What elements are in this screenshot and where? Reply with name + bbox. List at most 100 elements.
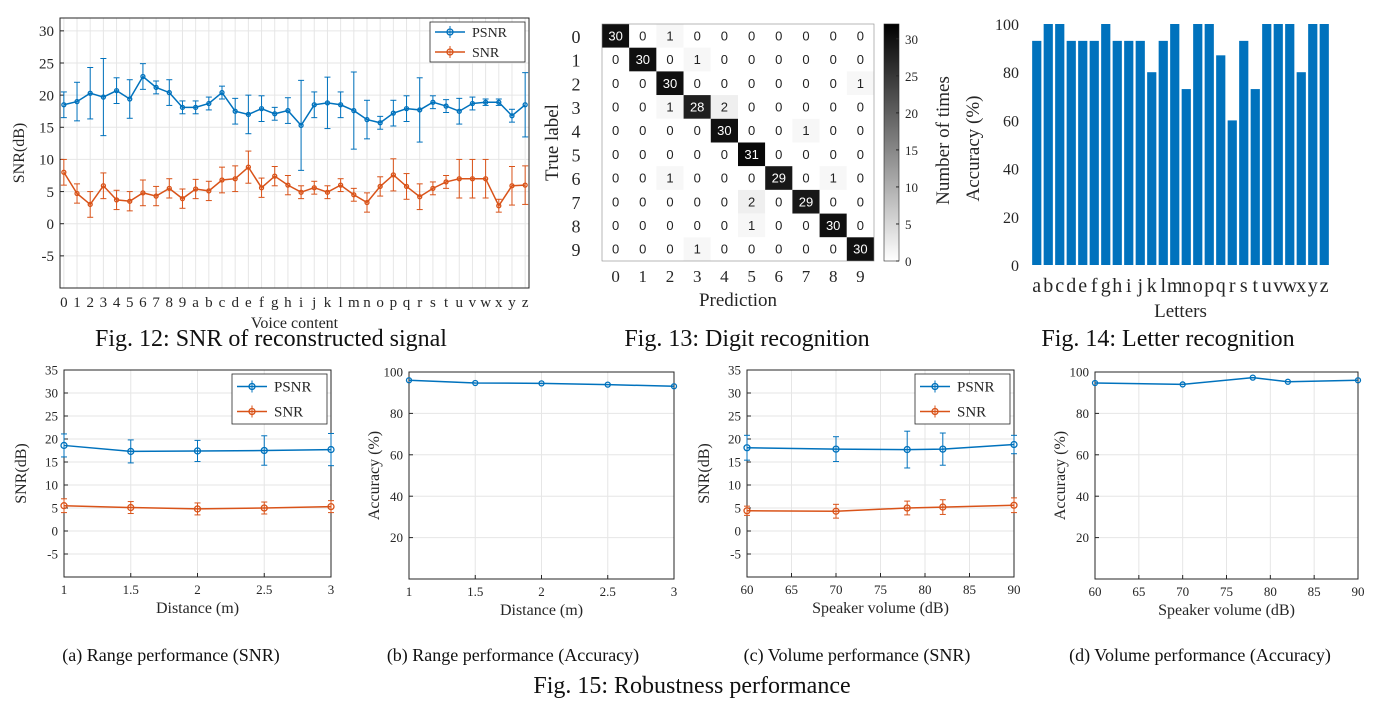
fig14-bar	[1147, 72, 1157, 265]
fig13-cell-value: 0	[748, 99, 755, 114]
fig15c-data-point	[743, 507, 751, 515]
fig13-cell	[792, 71, 820, 96]
fig12-legend-marker	[446, 48, 454, 56]
fig15d-data-point	[1354, 377, 1362, 384]
fig14-ytick-label: 20	[1003, 210, 1019, 227]
fig14-ytick-label: 100	[995, 17, 1019, 34]
fig12-data-point	[403, 183, 410, 190]
fig14-bar	[1319, 24, 1329, 265]
fig15c-ytick-label: 25	[728, 409, 741, 424]
fig12-data-point	[364, 116, 370, 123]
fig13-cell	[738, 237, 766, 261]
fig13-cell-value: 0	[666, 123, 673, 138]
fig12-xtick-label: 2	[86, 295, 94, 311]
fig15c-legend-box	[914, 373, 1011, 425]
fig13-cell	[765, 166, 793, 190]
fig14-bar	[1101, 24, 1111, 265]
fig12-xtick-label: l	[339, 295, 343, 311]
fig12-ytick-label: 15	[39, 121, 54, 137]
fig12-xtick-label: 3	[100, 295, 108, 311]
fig12-data-point	[351, 107, 357, 114]
fig13-cell	[710, 189, 738, 214]
fig13-cell-value: 0	[830, 99, 837, 114]
fig12-ytick-label: 10	[39, 153, 54, 169]
fig15b-ytick-label: 100	[384, 365, 404, 380]
fig13-cell	[683, 166, 711, 190]
fig12-xtick-label: 9	[179, 295, 187, 311]
fig13-cell-value: 0	[857, 171, 864, 186]
fig15b-xtick-label: 1	[406, 584, 413, 599]
fig13-cell-value: 0	[857, 28, 864, 43]
fig13-ytick-label: 0	[572, 27, 581, 47]
fig13-cell-value: 30	[826, 218, 840, 233]
fig13-cell-value: 0	[639, 218, 646, 233]
fig15d-xtick-label: 65	[1132, 584, 1145, 599]
fig12-xtick-label: u	[456, 295, 464, 311]
fig13-ylabel: True label	[542, 104, 563, 181]
fig13-cell	[819, 189, 847, 214]
fig15a-data-point	[60, 502, 68, 510]
fig14-bar	[1135, 40, 1145, 266]
fig13-colorbar-tick-label: 15	[905, 143, 918, 158]
fig14-bar	[1262, 24, 1272, 265]
fig13-cell-value: 0	[775, 194, 782, 209]
fig12-data-point	[219, 89, 225, 96]
fig12-data-point	[456, 176, 462, 182]
fig15a-ytick-label: 5	[52, 501, 59, 516]
fig15c-data-point	[832, 507, 840, 515]
fig12-xtick-label: b	[205, 295, 213, 311]
fig15c-xtick-label: 90	[1008, 582, 1021, 597]
fig12-xtick-label: q	[403, 295, 411, 311]
fig12-data-point	[61, 102, 67, 108]
fig13-cell-value: 0	[802, 99, 809, 114]
fig12-data-point	[417, 194, 423, 200]
fig14-xtick-label: x	[1296, 275, 1306, 297]
fig14-xtick-label: j	[1136, 275, 1143, 297]
fig12-xtick-label: 6	[139, 295, 147, 311]
fig13-cell-value: 0	[639, 242, 646, 257]
fig14-bar	[1181, 89, 1191, 265]
fig13-cell	[683, 95, 711, 119]
fig13-cell-value: 0	[802, 171, 809, 186]
fig12-data-point	[153, 193, 159, 199]
fig15b-data-point	[670, 383, 678, 390]
fig12-ytick-label: 25	[39, 56, 54, 72]
fig14-xtick-label: r	[1229, 275, 1236, 297]
fig13-cell	[738, 47, 766, 72]
fig12-data-point	[113, 87, 120, 94]
fig12-data-point	[364, 199, 370, 206]
fig12-xtick-label: m	[348, 295, 360, 311]
fig12-xtick-label: j	[311, 295, 316, 311]
fig12-xtick-label: y	[508, 295, 516, 311]
fig12-data-point	[522, 102, 528, 108]
fig12-data-point	[337, 102, 344, 108]
fig15b-data-point	[405, 377, 413, 384]
fig13-cell-value: 0	[802, 76, 809, 91]
fig13-cell	[683, 24, 711, 48]
fig12-data-point	[509, 113, 515, 119]
fig13-cell-value: 0	[694, 147, 701, 162]
subfig-d-caption: (d) Volume performance (Accuracy)	[1069, 645, 1331, 666]
fig15b-xtick-label: 2.5	[600, 584, 616, 599]
fig13-cell-value: 0	[694, 218, 701, 233]
fig13-cell-value: 0	[857, 52, 864, 67]
fig13-xtick-label: 4	[720, 267, 729, 286]
fig13-cell-value: 0	[639, 194, 646, 209]
fig13-cell	[819, 24, 847, 48]
fig12-data-point	[482, 176, 489, 182]
fig13-colorbar-tick-label: 20	[905, 106, 918, 121]
fig15a-xlabel: Distance (m)	[156, 600, 239, 617]
fig13-cell	[629, 118, 657, 143]
fig14-bar	[1089, 40, 1099, 266]
fig13-cell-value: 0	[694, 28, 701, 43]
fig15a-xtick-label: 1	[61, 582, 68, 597]
fig14-bar	[1066, 40, 1076, 266]
fig12-data-point	[285, 182, 291, 188]
fig15c-data-point	[903, 504, 911, 512]
fig13-cell-value: 0	[612, 242, 619, 257]
fig15a-data-point	[260, 504, 268, 512]
fig14-bar	[1032, 40, 1042, 266]
fig15b-accuracy-line	[408, 379, 675, 388]
fig15a-xtick-label: 1.5	[123, 582, 139, 597]
fig15a-data-point	[127, 447, 135, 456]
